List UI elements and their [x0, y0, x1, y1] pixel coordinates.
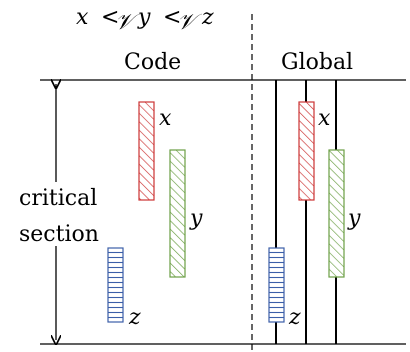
code-bar-z-label: z: [128, 305, 141, 330]
global-bars: x y z: [268, 101, 361, 330]
ordering-subscript-1: 𝒱: [115, 10, 140, 35]
ordering-relation-1: <: [101, 5, 119, 30]
global-panel-title: Global: [281, 50, 353, 75]
critical-section-label-line1: critical: [19, 186, 97, 211]
critical-section-label-line2: section: [19, 222, 99, 247]
code-bar-z: [107, 247, 124, 323]
code-bar-x: [138, 101, 155, 201]
global-bar-z-label: z: [288, 305, 301, 330]
ordering-relation-2: <: [163, 5, 181, 30]
code-bar-y-label: y: [189, 206, 203, 231]
code-bar-y: [169, 149, 186, 278]
ordering-subscript-2: 𝒱: [177, 10, 202, 35]
global-bar-x: [298, 101, 315, 201]
global-bar-x-label: x: [318, 106, 331, 131]
global-bar-z: [268, 247, 285, 323]
global-bar-y: [328, 149, 345, 278]
ordering-var-z: z: [201, 5, 214, 30]
ordering-label: x < 𝒱 y < 𝒱 z: [76, 5, 214, 35]
ordering-var-y: y: [137, 5, 151, 30]
global-bar-y-label: y: [347, 206, 361, 231]
ordering-var-x: x: [76, 5, 89, 30]
code-panel-title: Code: [124, 50, 181, 75]
critical-section-label-background: [2, 182, 98, 246]
code-bars: x y z: [107, 101, 203, 330]
code-bar-x-label: x: [159, 106, 172, 131]
